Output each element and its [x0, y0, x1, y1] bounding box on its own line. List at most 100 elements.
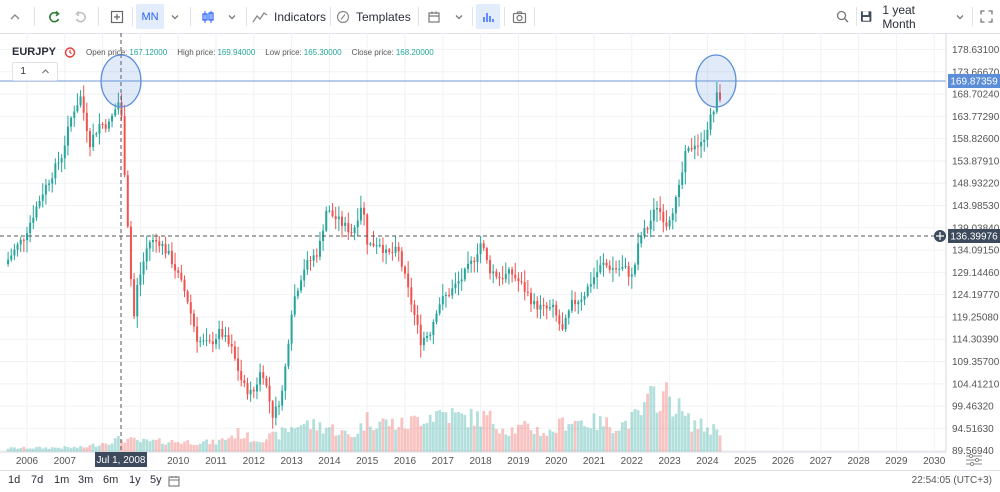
range-3m[interactable]: 3m [78, 474, 94, 486]
volume-bar [665, 382, 668, 452]
volume-bar [639, 415, 643, 452]
candle-body [652, 209, 655, 221]
interval-collapse-box[interactable]: 1 [12, 62, 58, 81]
candle-body [602, 262, 605, 265]
volume-bar [104, 443, 108, 452]
clock-display: 22:54:05 (UTC+3) [911, 475, 992, 486]
indicators-button[interactable]: Indicators [252, 0, 328, 33]
candle-body [700, 141, 703, 147]
volume-bar [161, 443, 164, 452]
candle-body [552, 304, 555, 308]
volume-bar [192, 444, 196, 452]
candle-body [341, 216, 343, 226]
open-price-value: 167.12000 [129, 47, 168, 57]
candle-body [29, 222, 32, 234]
volume-bar [425, 423, 429, 452]
candle-body [378, 245, 381, 247]
volume-bar [589, 428, 593, 452]
candle-body [615, 268, 618, 270]
range-1m[interactable]: 1m [54, 474, 70, 486]
camera-icon[interactable] [508, 0, 530, 33]
candle-body [495, 271, 498, 277]
volume-bar [598, 416, 602, 452]
undo-icon[interactable] [44, 0, 66, 33]
templates-button[interactable]: Templates [336, 0, 414, 33]
candle-body [38, 200, 41, 207]
candle-body [278, 405, 280, 407]
volume-bar [535, 427, 539, 452]
clock-alert-icon[interactable] [64, 46, 76, 58]
volume-bar [394, 429, 397, 452]
candle-body [608, 265, 611, 270]
volume-bar [293, 428, 297, 452]
candle-body [410, 287, 413, 305]
volume-bar [283, 428, 287, 452]
range-1y[interactable]: 1y [129, 474, 141, 486]
candle-body [536, 300, 539, 310]
candle-body [476, 254, 479, 263]
volume-bar [463, 414, 467, 452]
candle-body [255, 384, 258, 392]
axis-settings-icon[interactable] [966, 453, 982, 467]
candle-body [684, 151, 687, 173]
search-icon[interactable] [831, 0, 853, 33]
calendar-icon[interactable] [424, 0, 444, 33]
chevron-down-icon[interactable] [450, 0, 468, 33]
price-chart[interactable]: 178.63100 173.66670 168.70240 163.77290 158.… [0, 33, 1000, 470]
volume-bar [173, 442, 177, 452]
interval-button[interactable]: MN [136, 4, 164, 29]
range-5y[interactable]: 5y [150, 474, 162, 486]
volume-bar [38, 446, 41, 452]
candle-body [331, 210, 334, 217]
volume-bar [576, 420, 580, 452]
range-6m[interactable]: 6m [103, 474, 119, 486]
candle-body [312, 255, 315, 261]
candle-body [227, 335, 230, 345]
crosshair-add-icon[interactable] [934, 230, 946, 242]
candle-body [202, 340, 205, 342]
range-1d[interactable]: 1d [8, 474, 21, 486]
candle-body [26, 233, 28, 241]
y-tick-label: 163.77290 [952, 112, 1000, 123]
chevron-down-icon[interactable] [223, 0, 241, 33]
range-7d[interactable]: 7d [31, 474, 44, 486]
candle-body [470, 260, 473, 264]
candle-body [668, 220, 671, 227]
volume-bar [69, 447, 73, 452]
volume-bar [321, 433, 325, 452]
chevron-up-icon[interactable] [4, 0, 26, 33]
candle-body [337, 216, 340, 220]
candle-body [681, 172, 684, 185]
candle-body [98, 123, 101, 134]
save-layout-button[interactable]: 1 yeat Month [860, 0, 948, 33]
volume-toggle-icon[interactable] [476, 4, 500, 29]
volume-bar [378, 421, 382, 452]
candle-body [542, 304, 545, 306]
candles-icon[interactable] [197, 0, 219, 33]
redo-icon[interactable] [69, 0, 91, 33]
candle-body [271, 401, 274, 418]
volume-bar [680, 411, 684, 452]
volume-bar [116, 435, 120, 452]
volume-bar [60, 448, 64, 452]
candle-body [237, 358, 240, 371]
date-range-icon[interactable] [168, 475, 180, 487]
crosshair-price-label: 136.39976 [950, 232, 998, 243]
chevron-down-icon[interactable] [951, 0, 969, 33]
candle-body [246, 383, 249, 395]
candle-body [545, 305, 548, 309]
volume-bar [157, 438, 161, 452]
add-chart-icon[interactable] [106, 0, 128, 33]
volume-bar [214, 444, 218, 452]
volume-bar [356, 433, 360, 452]
candle-body [504, 273, 507, 280]
x-tick-label: 2021 [583, 456, 606, 467]
candle-body [293, 296, 296, 315]
chevron-down-icon[interactable] [166, 0, 184, 33]
candle-body [583, 295, 586, 300]
fullscreen-icon[interactable] [976, 0, 996, 33]
volume-bar [545, 435, 549, 452]
volume-bar [265, 439, 268, 452]
volume-bar [485, 415, 489, 452]
candle-body [296, 290, 299, 297]
